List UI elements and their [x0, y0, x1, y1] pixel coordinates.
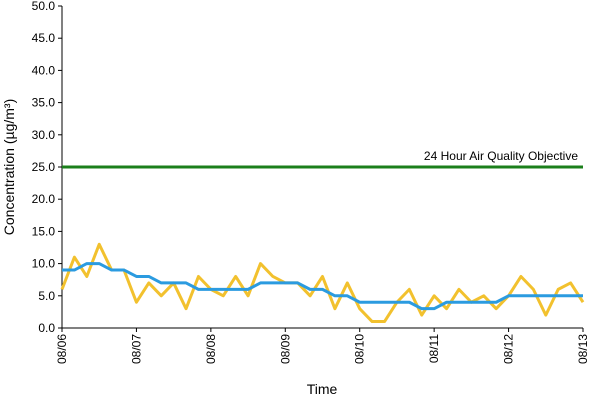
x-tick-label: 08/11 — [427, 334, 441, 363]
y-tick-label: 35.0 — [32, 96, 56, 110]
annotation: 24 Hour Air Quality Objective — [424, 149, 578, 163]
y-tick-label: 20.0 — [32, 192, 56, 206]
y-tick-label: 50.0 — [32, 0, 56, 13]
y-tick-label: 45.0 — [32, 31, 56, 45]
y-tick-label: 15.0 — [32, 224, 56, 238]
y-tick-label: 30.0 — [32, 128, 56, 142]
x-tick-label: 08/13 — [576, 334, 590, 364]
series-line — [62, 262, 583, 311]
x-tick-label: 08/09 — [278, 334, 292, 364]
series-line — [60, 242, 585, 324]
x-tick-label: 08/08 — [204, 334, 218, 364]
y-tick-label: 25.0 — [32, 160, 56, 174]
y-tick-label: 10.0 — [32, 257, 56, 271]
y-tick-label: 0.0 — [38, 321, 55, 335]
x-tick-label: 08/06 — [55, 334, 69, 364]
x-axis-title: Time — [307, 381, 338, 397]
y-tick-label: 5.0 — [38, 289, 55, 303]
x-tick-label: 08/10 — [353, 334, 367, 364]
x-tick-label: 08/07 — [129, 334, 143, 364]
x-tick-label: 08/12 — [502, 334, 516, 364]
y-tick-label: 40.0 — [32, 63, 56, 77]
y-axis-title: Concentration (µg/m³) — [1, 99, 17, 235]
